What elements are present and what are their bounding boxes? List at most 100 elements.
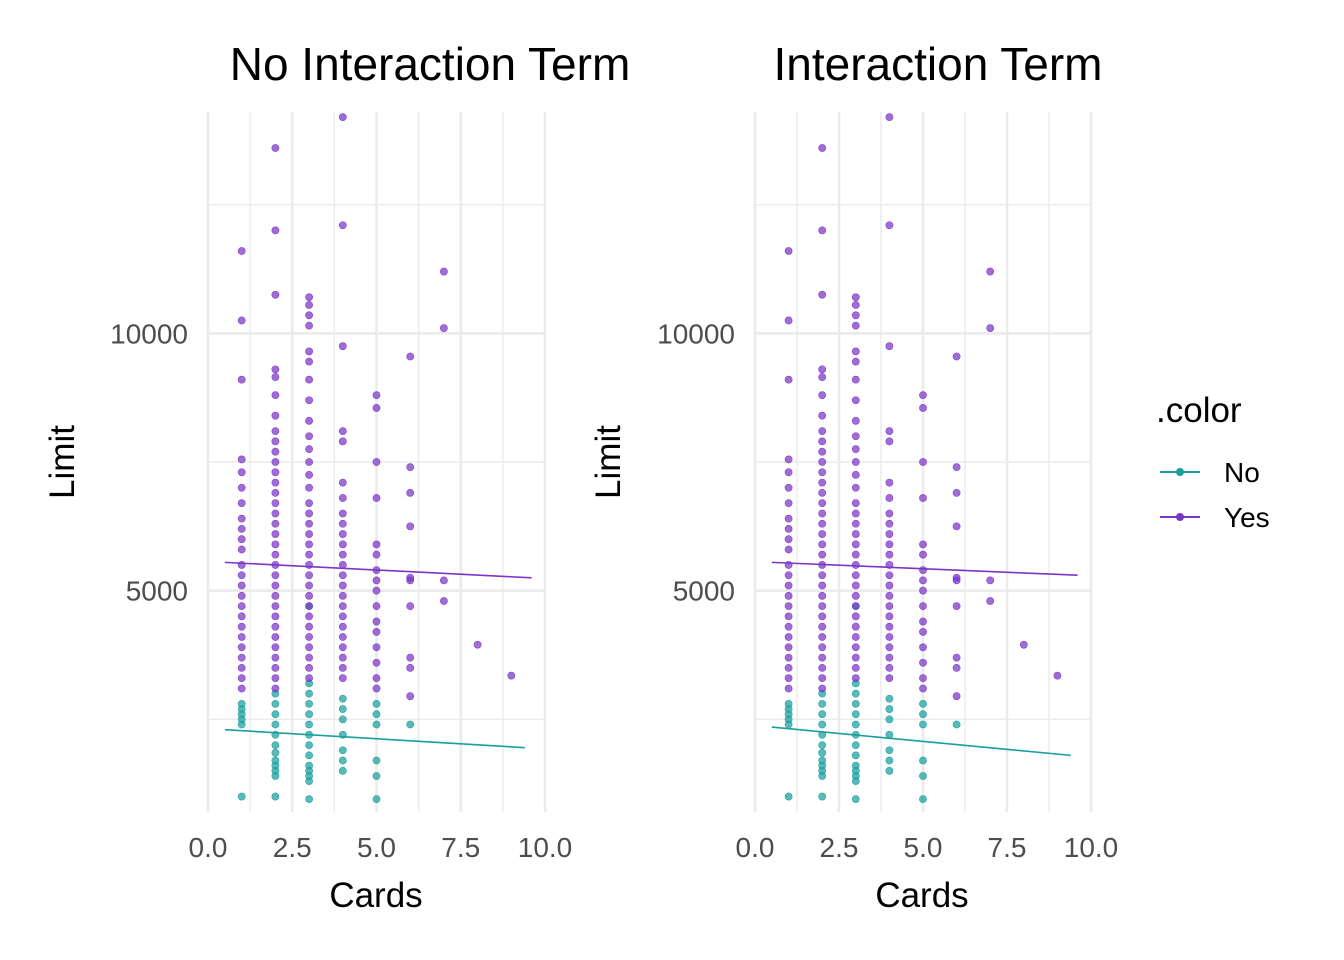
point-no (338, 705, 347, 713)
point-yes (271, 290, 280, 299)
point-yes (271, 509, 280, 518)
point-no (919, 710, 927, 719)
point-no (372, 700, 381, 708)
point-no (851, 710, 860, 719)
point-yes (305, 643, 313, 652)
point-yes (919, 643, 927, 652)
point-yes (372, 617, 381, 626)
point-yes (851, 470, 860, 479)
point-no (237, 720, 246, 729)
point-yes (885, 530, 894, 538)
point-yes (406, 602, 415, 611)
point-yes (851, 416, 860, 425)
point-yes (818, 643, 827, 652)
point-yes (784, 633, 793, 641)
point-yes (271, 581, 280, 590)
point-yes (885, 342, 894, 351)
point-yes (338, 437, 347, 446)
legend-label-yes: Yes (1224, 502, 1270, 533)
point-yes (271, 550, 280, 559)
point-no (305, 777, 313, 786)
point-yes (271, 488, 280, 497)
point-yes (305, 375, 313, 384)
point-yes (986, 576, 995, 585)
panel-title: No Interaction Term (230, 38, 631, 90)
point-yes (271, 144, 280, 152)
point-yes (372, 391, 381, 399)
point-yes (271, 499, 280, 508)
point-yes (818, 365, 827, 374)
point-yes (237, 514, 246, 523)
point-yes (338, 113, 347, 122)
fit-line-yes (771, 561, 1078, 577)
point-yes (406, 488, 415, 497)
x-tick-label: 5.0 (904, 832, 943, 863)
point-yes (305, 622, 313, 631)
point-yes (237, 591, 246, 600)
point-yes (919, 658, 927, 667)
point-yes (372, 540, 381, 549)
point-yes (1053, 671, 1062, 680)
point-yes (784, 375, 793, 384)
point-yes (851, 561, 860, 569)
point-yes (851, 311, 860, 320)
panel-no-interaction: 0.0 2.5 5.0 7.5 10.0 5000 10000 No Interactio… (43, 38, 630, 915)
point-yes (851, 674, 860, 683)
x-tick-label: 7.5 (441, 832, 480, 863)
point-yes (885, 221, 894, 230)
point-yes (818, 509, 827, 518)
point-yes (818, 411, 827, 420)
point-yes (851, 519, 860, 528)
point-yes (237, 674, 246, 683)
point-yes (271, 612, 280, 621)
point-yes (338, 494, 347, 502)
point-yes (784, 684, 793, 693)
point-yes (305, 612, 313, 621)
point-yes (372, 643, 381, 652)
point-yes (818, 226, 827, 235)
point-yes (818, 571, 827, 580)
point-yes (952, 352, 961, 361)
point-yes (784, 316, 793, 325)
point-yes (851, 663, 860, 672)
point-yes (952, 463, 961, 472)
point-no (818, 748, 827, 757)
point-yes (305, 581, 313, 590)
point-yes (338, 643, 347, 652)
point-no (305, 751, 313, 760)
point-no (305, 741, 313, 749)
point-yes (986, 267, 995, 276)
point-no (338, 746, 347, 755)
y-tick-label: 10000 (110, 318, 188, 349)
point-yes (237, 581, 246, 590)
point-yes (851, 622, 860, 631)
point-yes (851, 602, 860, 611)
point-no (372, 756, 381, 765)
point-no (885, 715, 894, 724)
point-yes (338, 622, 347, 631)
point-yes (305, 458, 313, 466)
point-yes (885, 571, 894, 580)
y-tick-label: 10000 (657, 318, 735, 349)
point-yes (885, 478, 894, 487)
point-yes (818, 622, 827, 631)
point-yes (818, 581, 827, 590)
point-no (851, 720, 860, 729)
point-yes (784, 622, 793, 631)
point-yes (439, 576, 448, 585)
point-yes (851, 445, 860, 454)
point-yes (372, 550, 381, 559)
point-yes (372, 658, 381, 667)
point-yes (271, 663, 280, 672)
point-yes (851, 301, 860, 309)
point-yes (338, 478, 347, 487)
point-yes (818, 674, 827, 683)
point-yes (851, 396, 860, 405)
legend-label-no: No (1224, 457, 1260, 488)
point-yes (271, 391, 280, 399)
point-yes (885, 437, 894, 446)
point-yes (338, 342, 347, 351)
point-yes (338, 663, 347, 672)
point-yes (372, 586, 381, 595)
